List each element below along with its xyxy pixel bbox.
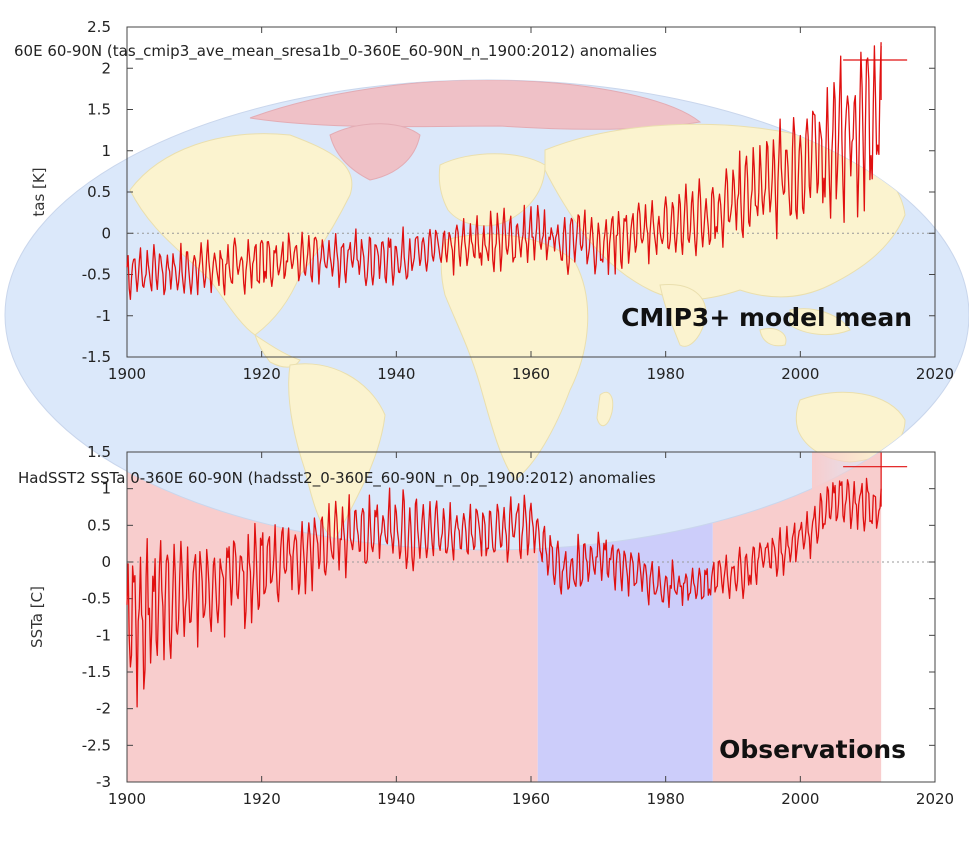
bottom-y-tick-label: -2 xyxy=(96,700,111,718)
bottom-y-tick-label: 1 xyxy=(101,480,111,498)
bottom-y-tick-label: -1 xyxy=(96,626,111,644)
top-y-tick-label: -1 xyxy=(96,307,111,325)
top-series-line xyxy=(126,42,882,301)
bottom-y-tick-label: -3 xyxy=(96,773,111,791)
top-chart-title: 60E 60-90N (tas_cmip3_ave_mean_sresa1b_0… xyxy=(14,42,657,61)
bottom-x-tick-label: 1980 xyxy=(647,790,685,808)
bottom-chart-label: Observations xyxy=(719,735,906,764)
bottom-y-tick-label: -1.5 xyxy=(82,663,111,681)
top-chart-panel: 1900 1920 1940 1960 1980 2000 2020 -1.5 -1 -0.5 0 0… xyxy=(14,18,954,383)
bottom-series-line xyxy=(126,477,882,708)
top-x-tick-label: 1900 xyxy=(108,365,146,383)
top-chart-label: CMIP3+ model mean xyxy=(621,303,912,332)
top-y-tick-label: 1.5 xyxy=(87,101,111,119)
top-x-tick-label: 1960 xyxy=(512,365,550,383)
bottom-y-tick-label: -2.5 xyxy=(82,736,111,754)
top-y-tick-label: -0.5 xyxy=(82,266,111,284)
bottom-y-tick-label: 1.5 xyxy=(87,443,111,461)
top-y-axis-label: tas [K] xyxy=(30,167,48,216)
bottom-x-tick-label: 1900 xyxy=(108,790,146,808)
bottom-x-tick-label: 1960 xyxy=(512,790,550,808)
top-x-tick-label: 1980 xyxy=(647,365,685,383)
top-y-tick-label: -1.5 xyxy=(82,348,111,366)
bottom-x-tick-label: 2020 xyxy=(916,790,954,808)
bottom-y-tick-label: 0.5 xyxy=(87,516,111,534)
bottom-y-axis-label: SSTa [C] xyxy=(28,586,46,648)
top-y-tick-label: 2.5 xyxy=(87,18,111,36)
bottom-end-marker xyxy=(843,452,908,507)
top-x-tick-label: 2020 xyxy=(916,365,954,383)
top-x-tick-label: 1920 xyxy=(243,365,281,383)
top-y-tick-label: 0.5 xyxy=(87,183,111,201)
bottom-y-tick-label: -0.5 xyxy=(82,590,111,608)
bottom-chart-panel: 1900 1920 1940 1960 1980 2000 2020 -3 -2.5 -2 -1.5… xyxy=(18,443,954,808)
bottom-y-tick-label: 0 xyxy=(101,553,111,571)
top-y-tick-label: 1 xyxy=(101,142,111,160)
shade-fade xyxy=(812,452,884,782)
bottom-x-tick-label: 1920 xyxy=(243,790,281,808)
bottom-x-tick-label: 2000 xyxy=(781,790,819,808)
top-x-tick-label: 2000 xyxy=(781,365,819,383)
top-y-tick-label: 0 xyxy=(101,224,111,242)
top-y-tick-label: 2 xyxy=(101,59,111,77)
top-end-marker xyxy=(843,46,908,100)
top-x-tick-label: 1940 xyxy=(377,365,415,383)
bottom-chart-title: HadSST2 SSTa 0-360E 60-90N (hadsst2_0-36… xyxy=(18,469,656,488)
bottom-x-tick-label: 1940 xyxy=(377,790,415,808)
